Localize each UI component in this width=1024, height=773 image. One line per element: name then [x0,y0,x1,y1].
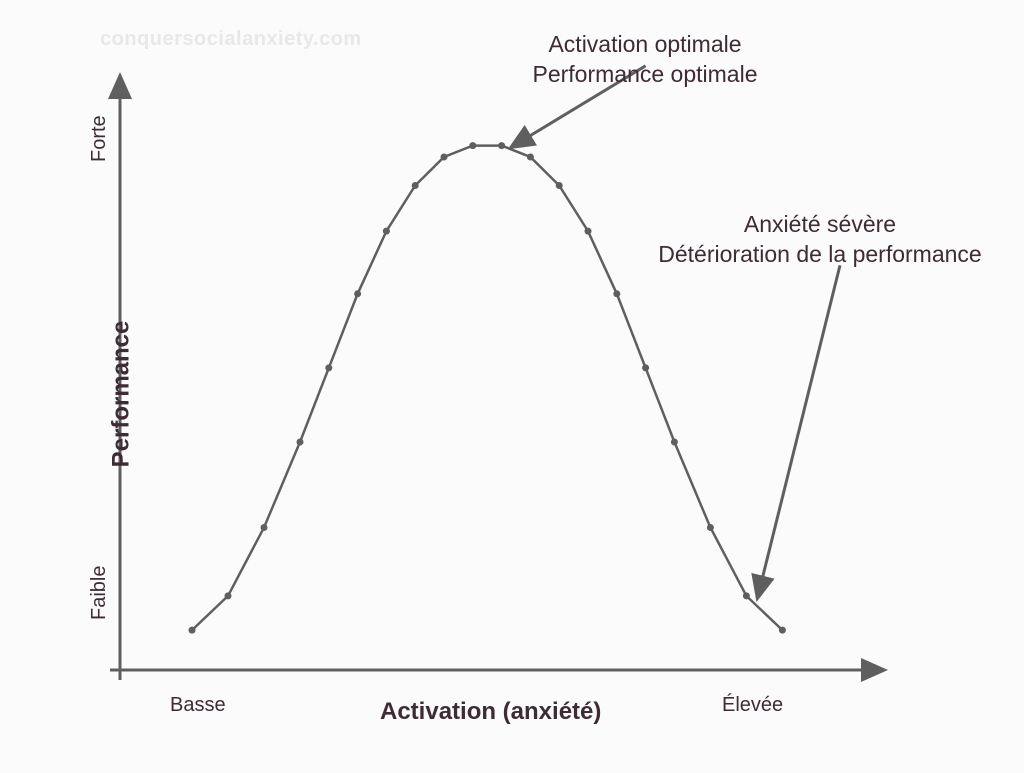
y-tick-low: Faible [88,566,111,620]
y-axis-label: Performance [107,321,135,468]
annotation-decline: Anxiété sévère Détérioration de la perfo… [620,210,1020,270]
x-tick-low: Basse [170,694,226,717]
annotation-peak-line2: Performance optimale [533,61,758,87]
annotation-peak: Activation optimale Performance optimale [500,30,790,90]
x-axis-label: Activation (anxiété) [380,698,601,726]
annotation-peak-line1: Activation optimale [548,31,741,57]
x-tick-high: Élevée [722,694,783,717]
annotation-decline-line2: Détérioration de la performance [658,241,981,267]
y-tick-high: Forte [88,115,111,162]
chart-container: Performance Activation (anxiété) Forte F… [0,0,1024,768]
chart-svg [0,0,1024,768]
annotation-decline-line1: Anxiété sévère [744,211,896,237]
